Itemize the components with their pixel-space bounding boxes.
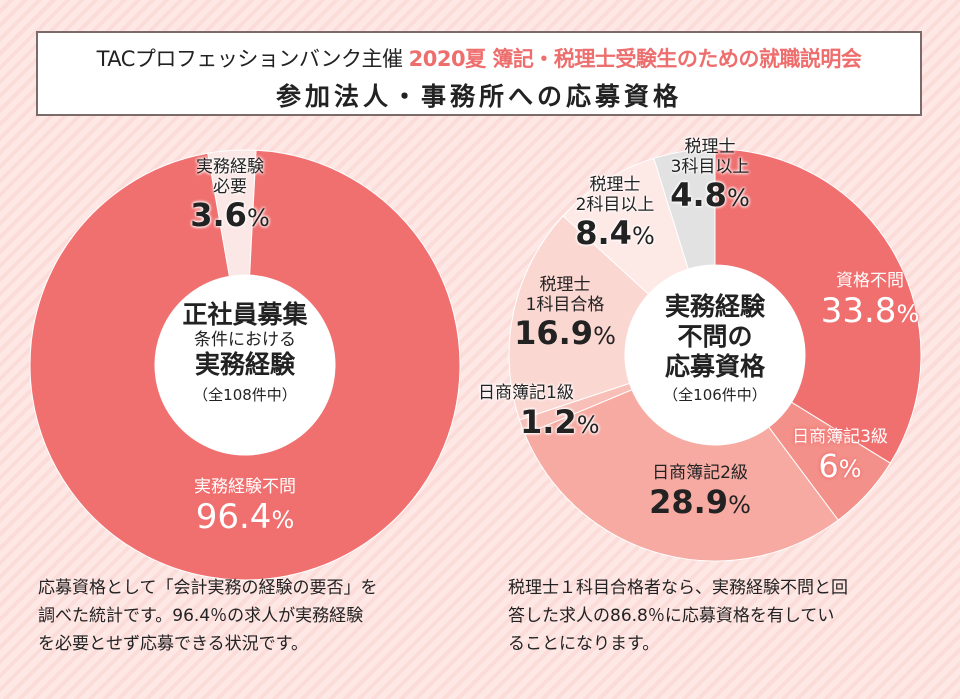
left-center-line1: 正社員募集	[182, 300, 308, 329]
percent-sign: %	[726, 184, 750, 213]
donut-hole-0	[155, 275, 335, 455]
slice-value: 6	[818, 446, 839, 485]
slice-caption: 日商簿記3級	[792, 427, 888, 447]
right-center-line3: 応募資格	[664, 352, 765, 381]
slice-value: 96.4	[195, 496, 272, 537]
description-line: 応募資格として「会計実務の経験の要否」を	[38, 578, 378, 598]
slice-caption: 実務経験不問	[194, 477, 296, 497]
right-center-label: 実務経験 不問の 応募資格 （全106件中）	[635, 292, 795, 404]
slice-label-no-qualification: 資格不問 33.8%	[810, 271, 930, 331]
slice-value: 16.9	[514, 314, 594, 353]
slice-value: 8.4	[575, 214, 632, 253]
slice-label-tax-1-subject: 税理士 1科目合格 16.9%	[505, 275, 625, 353]
right-center-line2: 不問の	[677, 322, 753, 351]
slice-label-boki-2: 日商簿記2級 28.9%	[625, 463, 775, 521]
right-description: 税理士１科目合格者なら、実務経験不問と回 答した求人の86.8％に応募資格を有し…	[508, 574, 848, 658]
slice-caption: 税理士	[539, 275, 591, 295]
slice-value: 28.9	[649, 482, 729, 521]
percent-sign: %	[728, 490, 751, 519]
right-center-note: （全106件中）	[663, 386, 767, 404]
event-title: 2020夏 簿記・税理士受験生のための就職説明会	[408, 47, 862, 71]
header-line: TACプロフェッションバンク主催 2020夏 簿記・税理士受験生のための就職説明…	[38, 43, 920, 73]
slice-caption: 実務経験	[196, 157, 264, 177]
slice-value: 4.8	[670, 176, 727, 215]
description-line: 税理士１科目合格者なら、実務経験不問と回	[508, 578, 848, 598]
slice-caption: 日商簿記1級	[478, 383, 574, 403]
slice-caption: 2科目以上	[575, 194, 655, 215]
description-line: 調べた統計です。96.4％の求人が実務経験	[38, 606, 364, 626]
slice-caption: 税理士	[589, 175, 641, 195]
donut-hole-1	[625, 265, 805, 445]
description-line: を必要とせず応募できる状況です。	[38, 634, 308, 654]
slice-caption: 日商簿記2級	[652, 463, 748, 483]
slice-label-experience-required: 実務経験 必要 3.6%	[160, 157, 300, 235]
slice-label-tax-2-subjects: 税理士 2科目以上 8.4%	[565, 175, 665, 253]
percent-sign: %	[896, 299, 920, 328]
percent-sign: %	[246, 204, 270, 233]
percent-sign: %	[271, 505, 295, 534]
slice-label-boki-3: 日商簿記3級 6%	[780, 427, 900, 485]
description-line: ることになります。	[508, 634, 660, 654]
slice-label-boki-1: 日商簿記1級 1.2%	[478, 383, 608, 441]
slice-caption: 3科目以上	[670, 156, 750, 177]
left-center-note: （全108件中）	[193, 386, 297, 405]
slice-value: 33.8	[820, 290, 897, 331]
slice-caption: 資格不問	[836, 271, 904, 291]
slice-caption: 1科目合格	[525, 294, 605, 315]
title-box: TACプロフェッションバンク主催 2020夏 簿記・税理士受験生のための就職説明…	[36, 31, 922, 116]
left-center-label: 正社員募集 条件における 実務経験 （全108件中）	[165, 300, 325, 404]
slice-label-experience-not-required: 実務経験不問 96.4%	[155, 477, 335, 537]
left-center-line2: 条件における	[194, 330, 296, 350]
percent-sign: %	[838, 454, 862, 483]
slice-value: 3.6	[190, 196, 247, 235]
page-title: 参加法人・事務所への応募資格	[275, 82, 682, 111]
slice-value: 1.2	[520, 402, 577, 441]
sponsor-text: TACプロフェッションバンク主催	[96, 47, 403, 71]
slice-label-tax-3-subjects: 税理士 3科目以上 4.8%	[655, 137, 765, 215]
description-line: 答した求人の86.8％に応募資格を有してい	[508, 606, 835, 626]
slice-caption: 税理士	[684, 137, 736, 157]
left-center-line3: 実務経験	[194, 350, 295, 380]
right-center-line1: 実務経験	[664, 292, 765, 321]
percent-sign: %	[593, 322, 616, 351]
percent-sign: %	[576, 410, 600, 439]
left-description: 応募資格として「会計実務の経験の要否」を 調べた統計です。96.4％の求人が実務…	[38, 574, 378, 658]
slice-caption: 必要	[213, 176, 247, 197]
percent-sign: %	[631, 222, 655, 251]
